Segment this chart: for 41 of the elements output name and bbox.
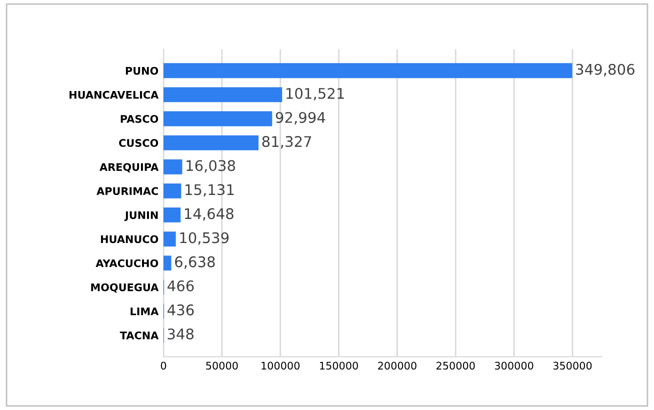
x-tick-label: 200000: [378, 362, 416, 370]
y-tick-label: HUANUCO: [101, 235, 158, 244]
bar: [164, 111, 272, 126]
x-tick-label: 150000: [320, 362, 358, 370]
bar: [164, 208, 181, 222]
data-label: 349,806: [576, 64, 634, 76]
data-label: 15,131: [186, 184, 234, 197]
x-tick-label: 250000: [436, 362, 475, 370]
y-tick-label: MOQUEGUA: [91, 283, 159, 293]
data-label: 16,038: [186, 160, 236, 173]
data-label: 436: [168, 304, 194, 316]
bar: [164, 87, 282, 102]
bar: [164, 63, 572, 78]
bar: [164, 183, 182, 198]
data-label: 14,648: [184, 208, 234, 221]
x-tick-label: 100000: [262, 362, 300, 370]
y-tick-label: AYACUCHO: [96, 259, 158, 268]
y-tick-label: LIMA: [130, 308, 159, 316]
y-tick-label: TACNA: [120, 331, 159, 340]
y-tick-label: PUNO: [126, 66, 158, 75]
y-tick-label: PASCO: [120, 114, 158, 123]
data-label: 92,994: [276, 112, 326, 124]
data-label: 6,638: [175, 256, 215, 269]
bar: [164, 135, 259, 150]
y-tick-label: HUANCAVELICA: [70, 90, 159, 99]
data-label: 10,539: [180, 232, 229, 245]
data-label: 101,521: [286, 88, 344, 100]
data-label: 348: [168, 328, 194, 340]
bar: [164, 232, 176, 246]
x-tick-label: 350000: [553, 362, 592, 370]
x-tick-label: 300000: [494, 362, 534, 370]
y-tick-label: APURIMAC: [96, 187, 158, 196]
y-tick-label: AREQUIPA: [100, 163, 159, 172]
bar: [164, 256, 172, 271]
x-tick-label: 50000: [206, 362, 238, 370]
y-tick-label: JUNIN: [124, 211, 158, 222]
x-tick-label: 0: [160, 362, 166, 370]
y-tick-label: CUSCO: [119, 139, 158, 147]
data-label: 466: [168, 280, 194, 292]
data-label: 81,327: [262, 136, 312, 149]
bar: [164, 159, 182, 174]
